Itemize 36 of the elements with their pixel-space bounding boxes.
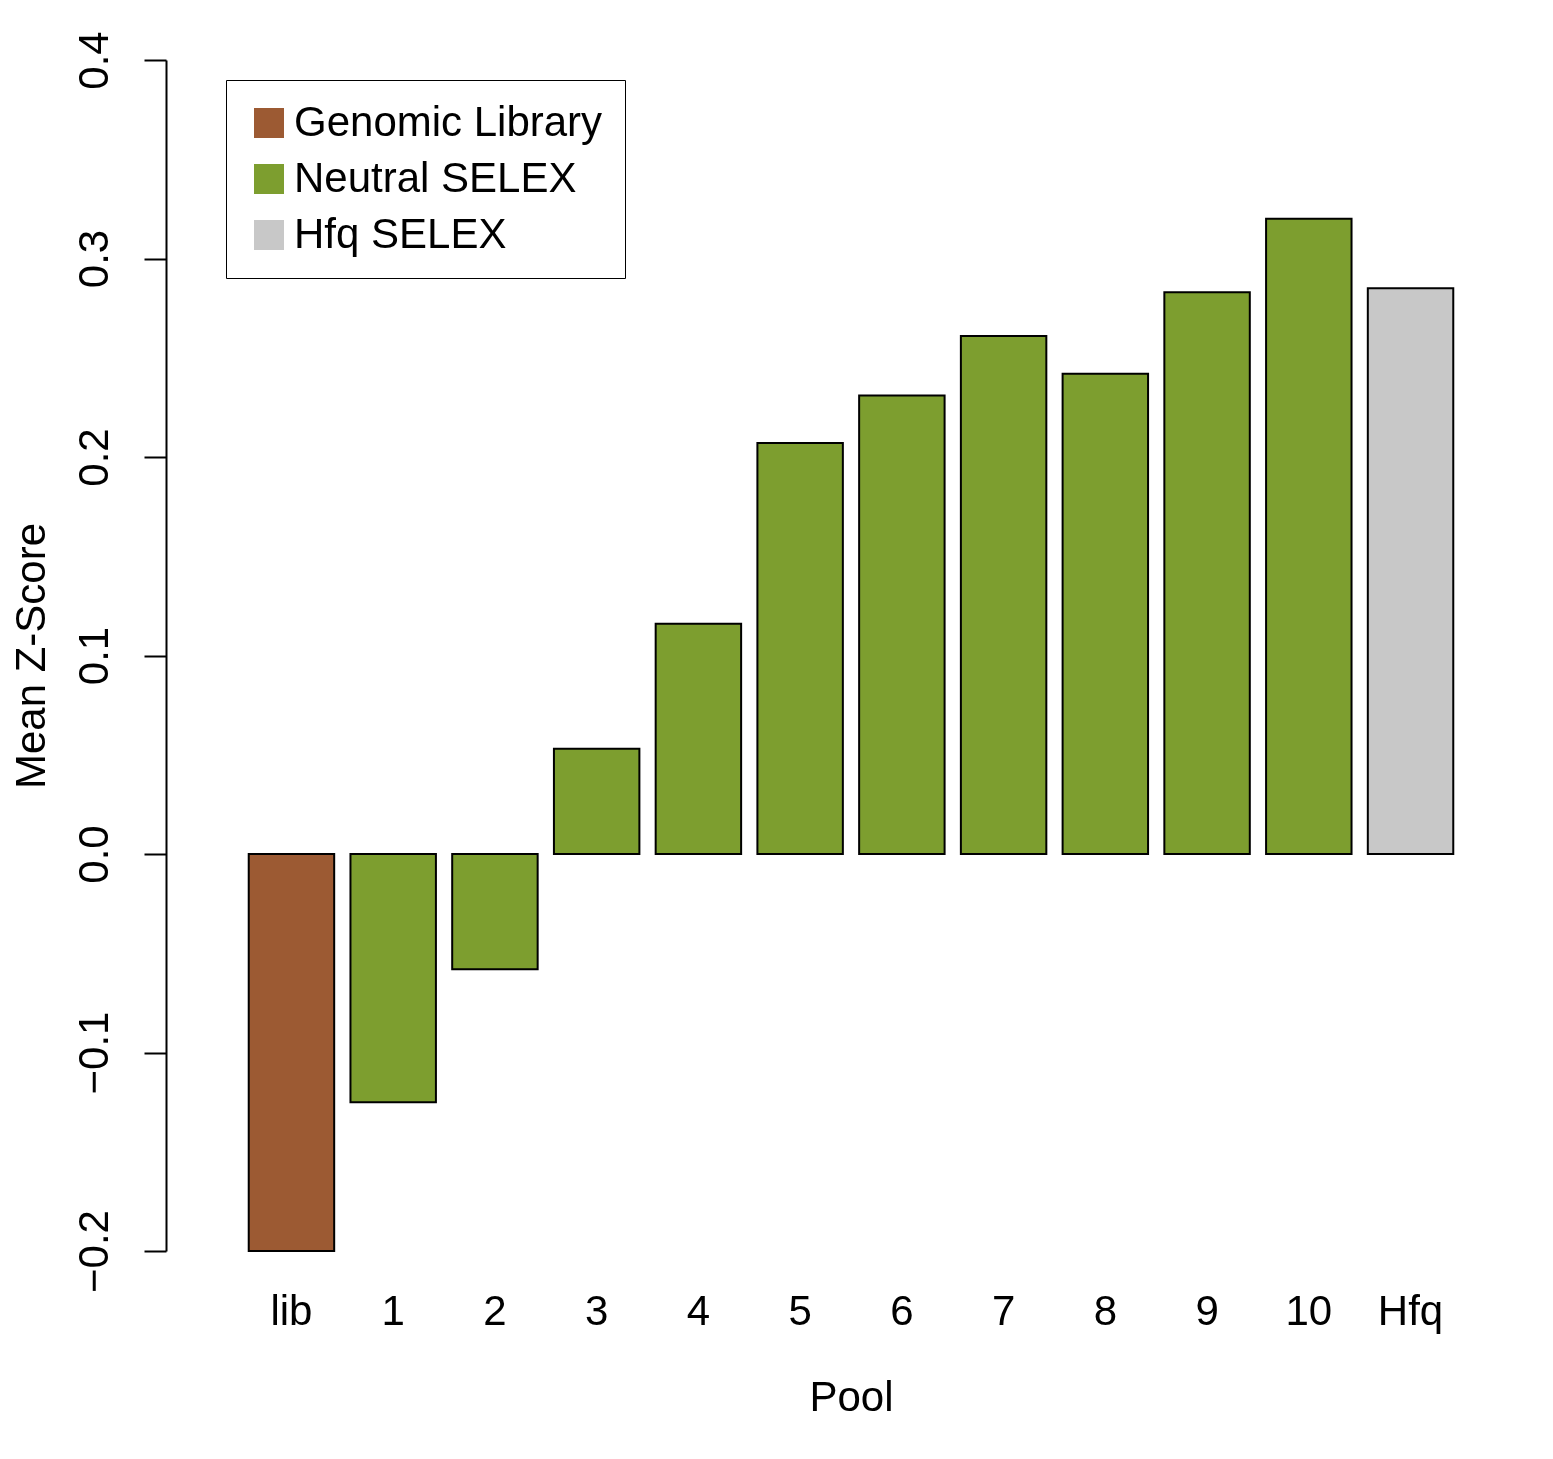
y-tick-label: 0.3 — [69, 229, 117, 289]
bar — [349, 853, 437, 1104]
x-tick-label: 6 — [890, 1286, 914, 1334]
x-tick-label: 1 — [381, 1286, 405, 1334]
x-tick-label: 10 — [1285, 1286, 1333, 1334]
bar — [451, 853, 539, 971]
y-tick-label: −0.1 — [69, 1011, 117, 1095]
x-tick-label: 4 — [686, 1286, 711, 1334]
x-tick-label: lib — [270, 1286, 313, 1334]
bar — [654, 622, 743, 855]
y-tick-label: 0.0 — [69, 825, 117, 884]
x-tick-label: Hfq — [1377, 1286, 1444, 1334]
bar — [1265, 217, 1353, 855]
y-axis-title: Mean Z-Score — [6, 522, 54, 790]
bar — [1061, 372, 1150, 855]
y-tick-label: 0.2 — [69, 428, 117, 487]
bar — [552, 747, 641, 855]
legend-label: Neutral SELEX — [294, 154, 577, 201]
legend-label: Hfq SELEX — [294, 210, 507, 257]
x-tick-label: 3 — [584, 1286, 609, 1334]
x-tick-label: 5 — [788, 1286, 812, 1334]
y-tick-label: 0.4 — [69, 31, 117, 90]
bar — [1163, 291, 1251, 855]
legend-label: Genomic Library — [294, 98, 603, 145]
y-tick-label: −0.2 — [69, 1210, 117, 1293]
y-tick-label: 0.1 — [69, 626, 117, 686]
bar — [858, 394, 946, 855]
bar — [756, 442, 844, 855]
x-tick-label: 8 — [1093, 1286, 1118, 1334]
x-axis-title: Pool — [809, 1372, 894, 1420]
x-tick-label: 7 — [991, 1286, 1016, 1334]
bar — [1366, 287, 1455, 855]
bar — [247, 853, 336, 1252]
x-tick-label: 9 — [1195, 1286, 1219, 1334]
x-tick-label: 2 — [483, 1286, 507, 1334]
bar — [959, 334, 1048, 855]
